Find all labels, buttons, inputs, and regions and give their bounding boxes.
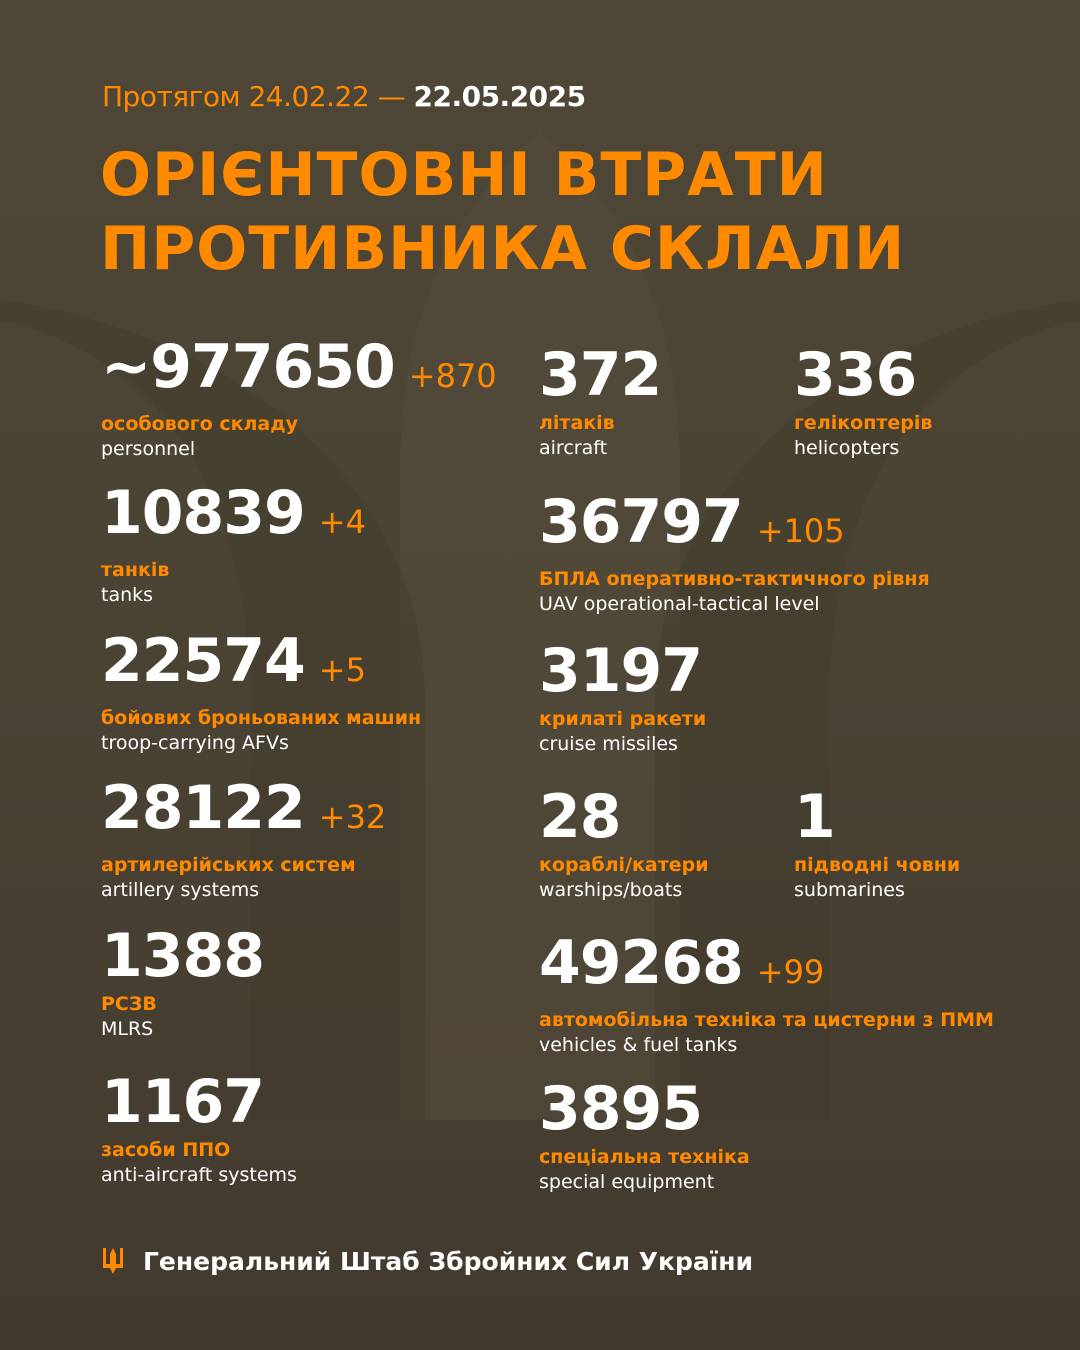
stat-label-en: tanks [101, 584, 154, 606]
stat-label-en: troop-carrying AFVs [101, 732, 289, 754]
stat-delta: +32 [318, 798, 387, 836]
stat-value: 1 [794, 782, 836, 852]
stat-special-equipment: 3895 спеціальна техніка special equipmen… [539, 1077, 750, 1195]
stat-label-en: special equipment [539, 1171, 715, 1193]
stat-label-ua: спеціальна техніка [539, 1146, 750, 1168]
stat-air-defense: 1167 засоби ППО anti-aircraft systems [101, 1070, 297, 1188]
stat-value: 22574 [101, 626, 306, 696]
stat-label-en: UAV operational-tactical level [539, 593, 820, 615]
stat-label-ua: гелікоптерів [794, 412, 933, 434]
stat-value: 10839 [101, 478, 306, 548]
stat-value: 1388 [101, 921, 265, 991]
period-end: 22.05.2025 [413, 80, 586, 113]
stat-delta: +105 [756, 512, 845, 550]
stat-value: 3895 [539, 1074, 703, 1144]
stat-personnel: ~977650 +870 особового складу personnel [101, 335, 497, 462]
stat-value: 1167 [101, 1067, 265, 1137]
stat-warships: 28 кораблі/катери warships/boats [539, 785, 709, 903]
footer-text: Генеральний Штаб Збройних Сил України [143, 1246, 754, 1276]
page-title: ОРІЄНТОВНІ ВТРАТИ ПРОТИВНИКА СКЛАЛИ [100, 138, 905, 286]
trident-icon [103, 1248, 123, 1274]
stat-label-en: warships/boats [539, 879, 683, 901]
stat-tanks: 10839 +4 танків tanks [101, 481, 366, 608]
stat-label-ua: бойових броньованих машин [101, 707, 422, 729]
stat-delta: +99 [756, 953, 825, 991]
stat-delta: +5 [318, 651, 366, 689]
stat-label-ua: особового складу [101, 413, 298, 435]
stat-label-ua: підводні човни [794, 854, 961, 876]
stat-label-ua: БПЛА оперативно-тактичного рівня [539, 568, 930, 590]
stat-label-ua: танків [101, 559, 170, 581]
stat-artillery: 28122 +32 артилерійських систем artillery… [101, 776, 386, 903]
stat-aircraft: 372 літаків aircraft [539, 340, 662, 461]
stat-value: ~977650 [101, 332, 396, 402]
stat-value: 49268 [539, 928, 744, 998]
stat-submarines: 1 підводні човни submarines [794, 785, 960, 903]
title-line-2: ПРОТИВНИКА СКЛАЛИ [100, 214, 906, 284]
footer: Генеральний Штаб Збройних Сил України [101, 1246, 753, 1276]
period: Протягом 24.02.22 — 22.05.2025 [102, 80, 586, 113]
title-line-1: ОРІЄНТОВНІ ВТРАТИ [100, 140, 828, 210]
stat-value: 36797 [539, 487, 744, 557]
stat-label-en: anti-aircraft systems [101, 1164, 297, 1186]
stat-vehicles: 49268 +99 автомобільна техніка та цистерн… [539, 931, 994, 1058]
stat-label-en: vehicles & fuel tanks [539, 1034, 738, 1056]
stat-afv: 22574 +5 бойових броньованих машин troop-… [101, 629, 421, 756]
stat-label-en: cruise missiles [539, 733, 678, 755]
period-start: Протягом 24.02.22 — [102, 80, 406, 113]
stat-delta: +4 [318, 503, 366, 541]
stat-label-en: personnel [101, 438, 196, 460]
stat-uav: 36797 +105 БПЛА оперативно-тактичного рів… [539, 490, 930, 617]
stat-value: 28 [539, 782, 621, 852]
stat-value: 28122 [101, 773, 306, 843]
stat-label-en: helicopters [794, 437, 900, 459]
stat-label-ua: літаків [539, 412, 615, 434]
stat-label-en: submarines [794, 879, 905, 901]
stat-value: 372 [539, 340, 662, 410]
stat-value: 3197 [539, 636, 703, 706]
stat-label-ua: кораблі/катери [539, 854, 709, 876]
stat-label-en: MLRS [101, 1018, 154, 1040]
stat-delta: +870 [408, 357, 497, 395]
stat-label-ua: РСЗВ [101, 993, 157, 1015]
stat-value: 336 [794, 340, 917, 410]
stat-label-ua: артилерійських систем [101, 854, 356, 876]
stat-cruise-missiles: 3197 крилаті ракети cruise missiles [539, 639, 706, 757]
stat-mlrs: 1388 РСЗВ MLRS [101, 921, 265, 1042]
stat-label-ua: крилаті ракети [539, 708, 707, 730]
stat-label-ua: автомобільна техніка та цистерни з ПММ [539, 1009, 994, 1031]
stat-label-ua: засоби ППО [101, 1139, 231, 1161]
stat-helicopters: 336 гелікоптерів helicopters [794, 343, 932, 461]
stat-label-en: artillery systems [101, 879, 260, 901]
stat-label-en: aircraft [539, 437, 608, 459]
